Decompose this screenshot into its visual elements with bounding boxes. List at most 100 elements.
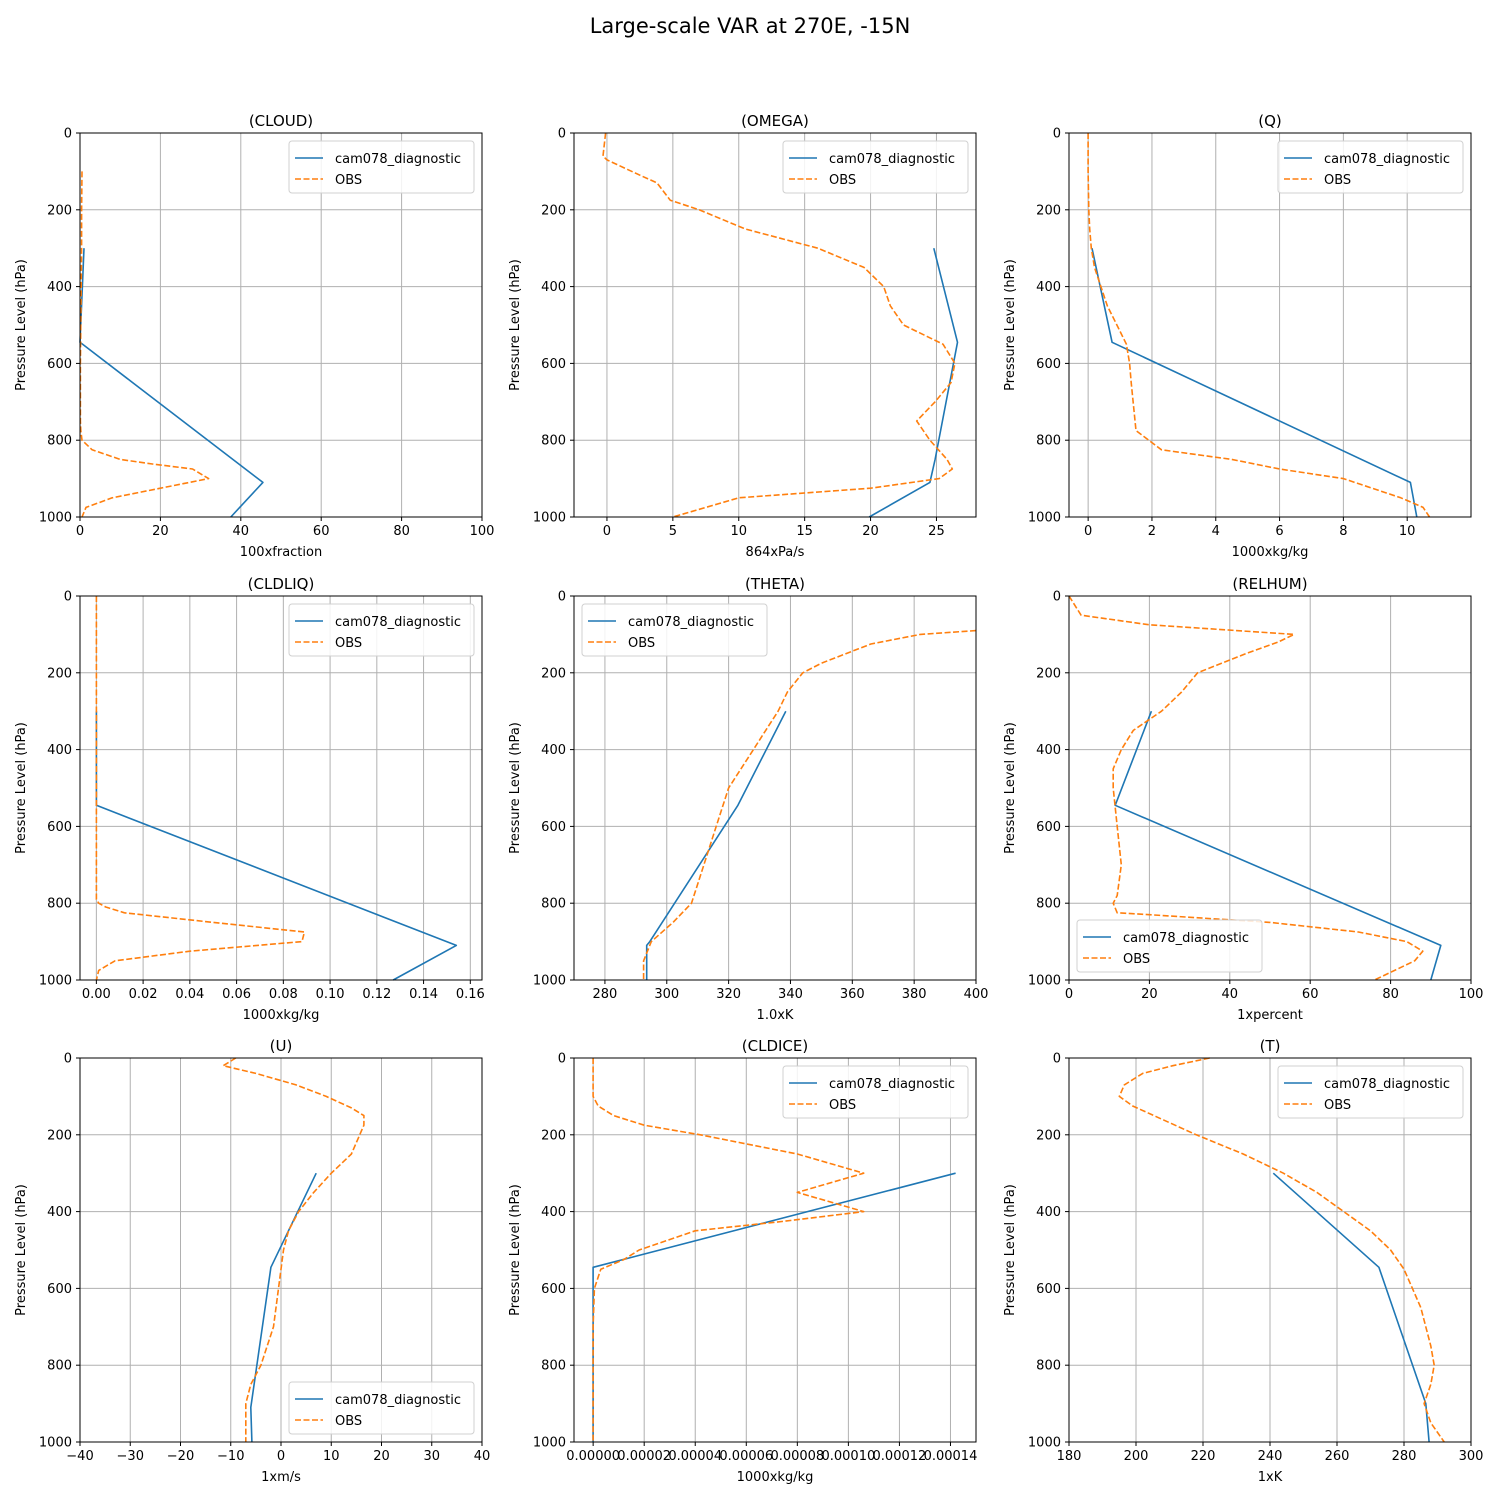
x-tick-label: 0.02	[129, 987, 158, 1002]
legend-label: cam078_diagnostic	[829, 152, 955, 167]
subplot-title: (Q)	[1258, 112, 1282, 130]
x-tick-label: 25	[928, 524, 945, 539]
legend: cam078_diagnostic OBS	[581, 603, 768, 657]
legend-label: cam078_diagnostic	[1324, 152, 1450, 167]
x-tick-label: 200	[1124, 1449, 1149, 1464]
y-tick-label: 400	[541, 280, 566, 295]
x-tick-label: 300	[654, 987, 679, 1002]
y-axis-label: Pressure Level (hPa)	[508, 1184, 523, 1316]
x-tick-label: 0.00	[82, 987, 111, 1002]
y-axis-label: Pressure Level (hPa)	[508, 722, 523, 854]
x-tick-label: 0	[76, 524, 84, 539]
y-tick-label: 1000	[533, 974, 566, 989]
y-tick-label: 200	[541, 1128, 566, 1143]
subplot-7: 0.000000.000020.000040.000060.000080.000…	[508, 1037, 977, 1485]
x-tick-label: 0.14	[409, 987, 438, 1002]
y-tick-label: 1000	[533, 1436, 566, 1451]
axes-frame	[573, 132, 977, 518]
y-tick-label: 400	[47, 1205, 72, 1220]
x-tick-label: 0.06	[222, 987, 251, 1002]
x-tick-label: 0	[1084, 524, 1092, 539]
x-tick-label: 10	[1399, 524, 1416, 539]
x-tick-label: 40	[1222, 987, 1239, 1002]
x-tick-label: 240	[1258, 1449, 1283, 1464]
x-tick-label: 0.00000	[566, 1449, 620, 1464]
x-tick-label: 220	[1191, 1449, 1216, 1464]
subplot-6: −40 −30 −20 −10 0 10 20 30 4002004006008001000(U…	[14, 1037, 490, 1485]
legend-box	[288, 140, 475, 194]
legend-label: OBS	[1324, 1098, 1351, 1113]
legend-label: cam078_diagnostic	[1324, 1077, 1450, 1092]
y-tick-label: 800	[1036, 897, 1061, 912]
x-tick-label: 300	[1459, 1449, 1484, 1464]
legend: cam078_diagnostic OBS	[782, 140, 969, 194]
y-tick-label: 800	[1036, 434, 1061, 449]
subplot-0: 0 20 40 60 80 10002004006008001000(CLOUD)100x…	[14, 112, 494, 560]
y-tick-label: 200	[541, 203, 566, 218]
x-tick-label: 0.10	[316, 987, 345, 1002]
y-axis-label: Pressure Level (hPa)	[1003, 722, 1018, 854]
x-tick-label: −40	[66, 1449, 93, 1464]
x-tick-label: 60	[1302, 987, 1319, 1002]
y-tick-label: 800	[47, 434, 72, 449]
x-tick-label: 0.00012	[873, 1449, 927, 1464]
y-tick-label: 1000	[1028, 511, 1061, 526]
x-tick-label: 20	[152, 524, 169, 539]
x-tick-label: 5	[669, 524, 677, 539]
y-tick-label: 0	[558, 1052, 566, 1067]
series-line-model	[1091, 248, 1418, 518]
legend: cam078_diagnostic OBS	[1076, 919, 1263, 973]
x-tick-label: 100	[470, 524, 495, 539]
x-tick-label: 320	[716, 987, 741, 1002]
y-tick-label: 0	[1053, 590, 1061, 605]
subplot-title: (CLOUD)	[249, 112, 313, 130]
legend-box	[782, 140, 969, 194]
legend-label: OBS	[335, 636, 362, 651]
x-axis-label: 1000xkg/kg	[737, 1470, 814, 1485]
legend: cam078_diagnostic OBS	[1277, 140, 1464, 194]
x-tick-label: −20	[167, 1449, 194, 1464]
x-tick-label: 4	[1212, 524, 1220, 539]
y-axis-label: Pressure Level (hPa)	[1003, 259, 1018, 391]
y-axis-label: Pressure Level (hPa)	[14, 1184, 29, 1316]
x-tick-label: 0	[277, 1449, 285, 1464]
y-tick-label: 200	[47, 666, 72, 681]
y-tick-label: 800	[541, 434, 566, 449]
x-tick-label: 60	[313, 524, 330, 539]
series-line-obs	[79, 171, 210, 518]
x-tick-label: 340	[778, 987, 803, 1002]
y-tick-label: 1000	[39, 1436, 72, 1451]
x-axis-label: 100xfraction	[240, 545, 322, 560]
x-tick-label: 0.04	[175, 987, 204, 1002]
y-tick-label: 200	[1036, 1128, 1061, 1143]
axes-frame	[79, 595, 483, 981]
y-tick-label: 200	[47, 203, 72, 218]
series-line-obs	[642, 629, 977, 980]
legend-label: cam078_diagnostic	[335, 1393, 461, 1408]
y-tick-label: 0	[64, 127, 72, 142]
subplot-title: (U)	[270, 1037, 293, 1055]
subplot-5: 0 20 40 60 80 10002004006008001000(RELHUM)1xp…	[1003, 575, 1483, 1023]
legend-label: cam078_diagnostic	[335, 152, 461, 167]
legend-box	[288, 603, 475, 657]
legend-box	[1277, 1065, 1464, 1119]
series-line-obs	[592, 1058, 865, 1442]
legend-label: cam078_diagnostic	[335, 615, 461, 630]
legend-label: OBS	[628, 636, 655, 651]
y-tick-label: 400	[1036, 1205, 1061, 1220]
y-tick-label: 800	[1036, 1359, 1061, 1374]
x-tick-label: 80	[1382, 987, 1399, 1002]
subplot-1: 0 5 10 15 20 25 0 200 400 600 800 1000 (OMEGA) 864xPa…	[508, 112, 977, 560]
x-tick-label: 380	[902, 987, 927, 1002]
series-line-model	[1114, 710, 1442, 981]
y-tick-label: 400	[1036, 280, 1061, 295]
y-tick-label: 400	[47, 280, 72, 295]
x-tick-label: 0.00010	[821, 1449, 875, 1464]
axes-frame	[1068, 132, 1472, 518]
y-tick-label: 400	[541, 1205, 566, 1220]
x-tick-label: 0.00008	[770, 1449, 824, 1464]
y-tick-label: 400	[1036, 743, 1061, 758]
y-tick-label: 600	[1036, 820, 1061, 835]
y-tick-label: 600	[1036, 357, 1061, 372]
x-axis-label: 1xm/s	[261, 1470, 301, 1485]
